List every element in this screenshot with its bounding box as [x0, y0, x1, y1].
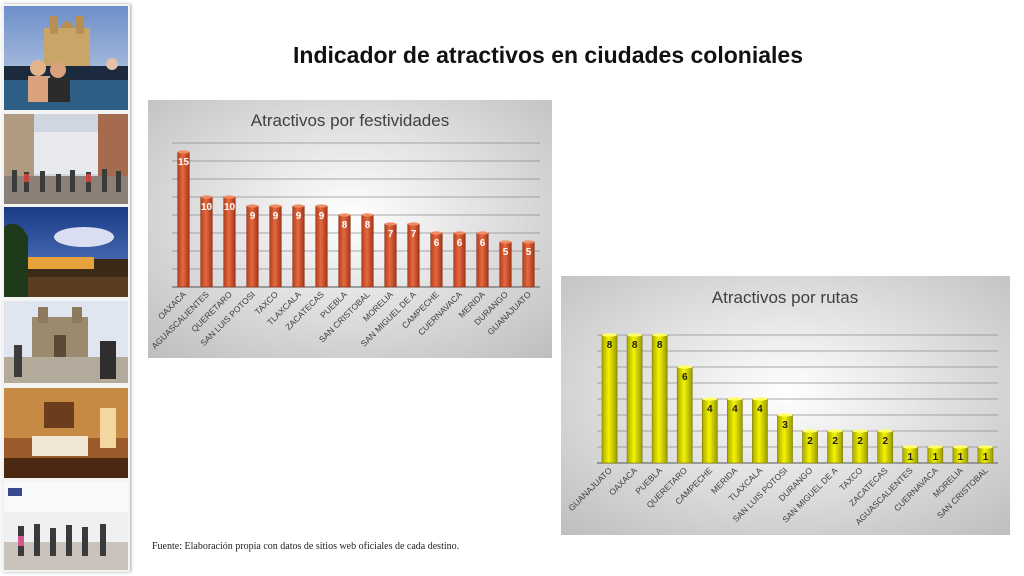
- bar-cap: [702, 397, 718, 401]
- bar: [601, 334, 618, 464]
- bar-cap: [827, 429, 843, 433]
- data-label: 6: [682, 372, 688, 383]
- photo-shopping-arcade: [4, 482, 128, 570]
- data-label: 1: [958, 452, 964, 463]
- bar-cap: [499, 240, 512, 244]
- data-label: 8: [632, 340, 638, 351]
- bar-cap: [877, 429, 893, 433]
- data-label: 9: [319, 211, 325, 222]
- data-label: 6: [434, 238, 440, 249]
- data-label: 1: [908, 452, 914, 463]
- data-label: 8: [607, 340, 613, 351]
- bar-cap: [246, 204, 259, 208]
- bar-cap: [522, 240, 535, 244]
- bar: [626, 334, 643, 464]
- data-label: 9: [296, 211, 302, 222]
- data-label: 1: [983, 452, 989, 463]
- chart-rutas-svg: Atractivos por rutas 8 8 864 4 432 2 2 21 1 1 1 GU…: [561, 276, 1010, 535]
- data-label: 2: [832, 436, 838, 447]
- data-label: 10: [201, 202, 213, 213]
- data-label: 7: [388, 229, 394, 240]
- bar-cap: [315, 204, 328, 208]
- bar-cap: [652, 333, 668, 337]
- bar-cap: [177, 150, 190, 154]
- data-label: 5: [503, 247, 509, 258]
- data-label: 8: [657, 340, 663, 351]
- data-label: 8: [342, 220, 348, 231]
- data-label: 4: [707, 404, 713, 415]
- bar-cap: [430, 231, 443, 235]
- data-label: 9: [273, 211, 279, 222]
- photo-cathedral-rooftop: [4, 6, 128, 110]
- data-label: 4: [732, 404, 738, 415]
- data-label: 3: [782, 420, 788, 431]
- bar-cap: [902, 445, 918, 449]
- data-label: 1: [933, 452, 939, 463]
- chart-title: Atractivos por rutas: [712, 288, 858, 307]
- data-label: 2: [882, 436, 888, 447]
- data-label: 6: [457, 238, 463, 249]
- bar-cap: [338, 213, 351, 217]
- chart-title: Atractivos por festividades: [251, 111, 449, 130]
- bar-cap: [223, 195, 236, 199]
- data-label: 9: [250, 211, 256, 222]
- bar-cap: [627, 333, 643, 337]
- data-label: 10: [224, 202, 236, 213]
- data-label: 15: [178, 157, 190, 168]
- bar-cap: [269, 204, 282, 208]
- data-label: 7: [411, 229, 417, 240]
- bar-cap: [802, 429, 818, 433]
- bar-cap: [384, 222, 397, 226]
- photo-hotel-room: [4, 388, 128, 478]
- data-label: 2: [857, 436, 863, 447]
- bar-cap: [927, 445, 943, 449]
- photo-church-plaza: [4, 301, 128, 383]
- bar-cap: [952, 445, 968, 449]
- data-label: 4: [757, 404, 763, 415]
- photo-strip: [2, 4, 130, 572]
- bar-cap: [752, 397, 768, 401]
- bar-cap: [453, 231, 466, 235]
- chart-festividades: Atractivos por festividades 15 10 10 9 9 9 9 8 8…: [148, 100, 552, 358]
- bar-cap: [777, 413, 793, 417]
- bar-cap: [200, 195, 213, 199]
- chart-festividades-svg: Atractivos por festividades 15 10 10 9 9 9 9 8 8…: [148, 100, 552, 358]
- bar-cap: [677, 365, 693, 369]
- page-title: Indicador de atractivos en ciudades colo…: [293, 42, 803, 68]
- bar-cap: [292, 204, 305, 208]
- photo-terrace-dusk: [4, 207, 128, 297]
- data-label: 2: [807, 436, 813, 447]
- bar-cap: [361, 213, 374, 217]
- bar-cap: [602, 333, 618, 337]
- bar-cap: [852, 429, 868, 433]
- data-label: 8: [365, 220, 371, 231]
- bar: [651, 334, 668, 464]
- bar-cap: [476, 231, 489, 235]
- bar-cap: [977, 445, 993, 449]
- bar: [177, 151, 190, 288]
- bar-cap: [407, 222, 420, 226]
- data-label: 5: [526, 247, 532, 258]
- source-note: Fuente: Elaboración propia con datos de …: [152, 541, 460, 552]
- photo-pedestrian-street: [4, 114, 128, 204]
- bar-cap: [727, 397, 743, 401]
- data-label: 6: [480, 238, 486, 249]
